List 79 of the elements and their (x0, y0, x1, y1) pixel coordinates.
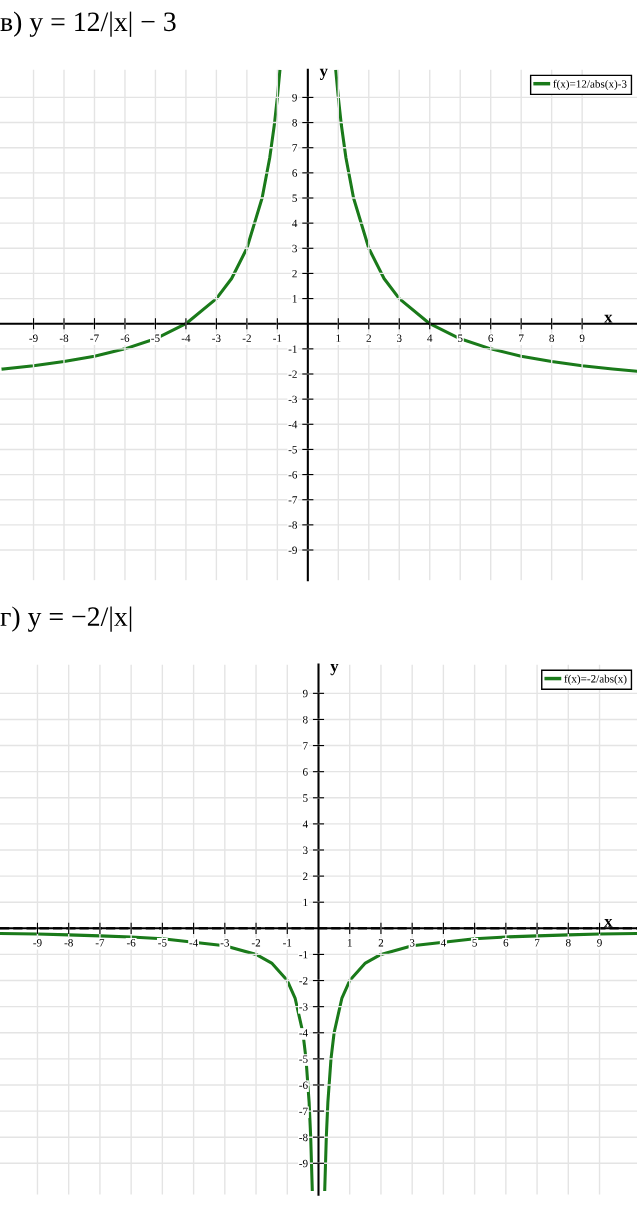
x-tick-label: -8 (59, 334, 69, 342)
x-tick-label: -7 (90, 334, 99, 342)
y-tick-label: -3 (299, 1003, 308, 1011)
x-tick-label: 4 (440, 939, 447, 947)
y-tick-label: 6 (292, 169, 298, 177)
x-tick-label: -3 (212, 334, 221, 342)
y-tick-label: 6 (303, 768, 308, 776)
x-tick-label: -9 (29, 334, 38, 342)
x-tick-label: -7 (95, 939, 105, 947)
y-tick-label: -9 (288, 546, 297, 554)
y-tick-label: 4 (292, 219, 298, 227)
y-tick-label: -7 (299, 1107, 308, 1115)
x-tick-label: 8 (549, 334, 555, 342)
x-tick-label: 1 (347, 939, 352, 947)
y-tick-label: -6 (299, 1081, 308, 1089)
y-tick-label: -4 (288, 420, 298, 429)
x-tick-label: -3 (220, 939, 230, 947)
x-tick-label: 3 (397, 334, 402, 342)
chart-title: в) y = 12/|x| − 3 (0, 11, 176, 37)
y-axis-title: y (319, 68, 328, 80)
x-tick-label: -2 (242, 334, 251, 342)
y-tick-label: 1 (303, 898, 308, 907)
x-tick-label: 1 (336, 334, 341, 342)
x-tick-label: -4 (189, 939, 199, 947)
x-tick-label: -5 (158, 939, 167, 947)
x-tick-label: 5 (472, 939, 477, 947)
x-tick-label: 9 (597, 939, 602, 947)
x-tick-label: -5 (151, 334, 160, 342)
x-axis-title: x (604, 918, 613, 927)
x-tick-label: -6 (126, 939, 136, 947)
x-tick-label: -2 (251, 939, 261, 947)
legend-label: f(x)=-2/abs(x) (564, 674, 627, 685)
y-tick-label: -8 (299, 1133, 308, 1142)
y-tick-label: -6 (288, 471, 298, 479)
y-axis-title: y (330, 663, 339, 676)
y-tick-label: -5 (288, 446, 297, 454)
y-tick-label: 9 (292, 93, 297, 102)
y-tick-label: -2 (288, 370, 297, 378)
y-tick-label: -1 (299, 950, 308, 959)
x-tick-label: 4 (427, 334, 433, 342)
x-tick-label: 2 (366, 334, 371, 342)
x-tick-label: 2 (378, 939, 384, 947)
x-tick-label: 3 (409, 939, 415, 947)
x-tick-label: -8 (64, 939, 73, 947)
y-tick-label: 1 (292, 295, 297, 303)
x-tick-label: 9 (579, 334, 585, 342)
y-tick-label: -4 (299, 1029, 308, 1037)
y-tick-label: 4 (302, 820, 308, 828)
x-tick-label: -1 (273, 334, 282, 342)
x-tick-label: 7 (519, 334, 524, 342)
y-tick-label: 8 (292, 119, 297, 127)
y-tick-label: -5 (299, 1055, 308, 1063)
x-tick-label: -4 (181, 334, 191, 342)
y-tick-label: 8 (302, 715, 308, 724)
y-tick-label: 3 (303, 846, 308, 854)
y-tick-label: -8 (288, 521, 297, 529)
x-tick-label: 6 (488, 334, 494, 342)
y-tick-label: -9 (299, 1159, 308, 1168)
chart-title: г) y = −2/|x| (0, 606, 132, 632)
legend-label: f(x)=12/abs(x)-3 (553, 79, 627, 90)
x-tick-label: -1 (283, 939, 292, 947)
y-tick-label: -2 (299, 977, 308, 985)
y-tick-label: 5 (303, 794, 308, 802)
y-tick-label: 7 (292, 144, 298, 152)
x-tick-label: 6 (503, 939, 509, 947)
x-tick-label: -6 (120, 334, 130, 342)
x-axis-title: x (604, 314, 613, 323)
y-tick-label: 3 (292, 244, 297, 253)
y-tick-label: -3 (288, 395, 297, 404)
y-tick-label: 2 (303, 872, 308, 880)
y-tick-label: 9 (302, 689, 308, 698)
x-tick-label: 7 (535, 939, 540, 947)
y-tick-label: 2 (292, 269, 297, 278)
x-tick-label: -9 (33, 939, 42, 947)
y-tick-label: 7 (303, 742, 308, 750)
y-tick-label: -7 (288, 496, 298, 504)
x-tick-label: 8 (565, 939, 571, 947)
y-tick-label: -1 (288, 345, 297, 353)
y-tick-label: 5 (292, 194, 297, 202)
